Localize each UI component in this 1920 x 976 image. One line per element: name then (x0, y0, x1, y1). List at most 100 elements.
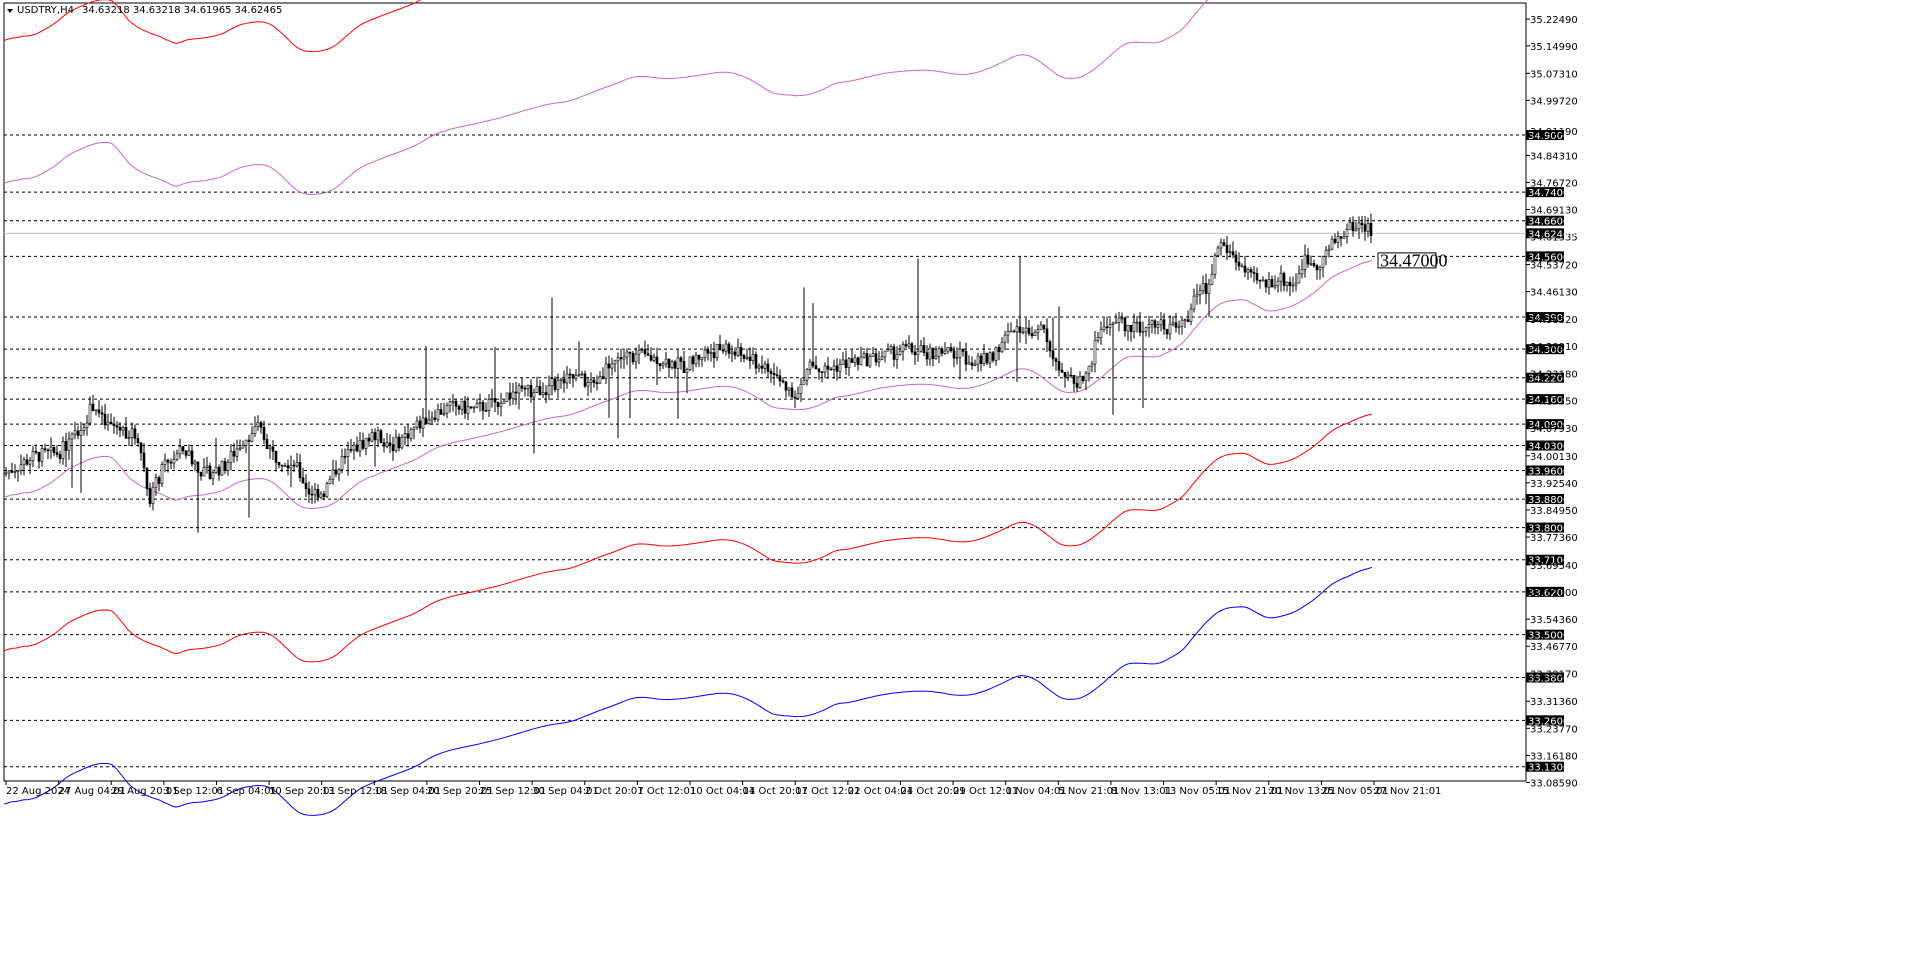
header: USDTRY,H4 34.63218 34.63218 34.61965 34.… (7, 5, 282, 16)
candle-body (307, 488, 311, 495)
candle-body (142, 452, 146, 469)
candle-body (1237, 261, 1241, 267)
candle-body (649, 355, 653, 361)
candle-body (430, 417, 434, 421)
candle-body (1063, 372, 1067, 378)
candle-body (1066, 374, 1070, 378)
candle-body (1069, 374, 1073, 377)
last-price-label-bg (1526, 228, 1564, 239)
candle-body (1312, 263, 1316, 266)
candle-body (322, 493, 326, 497)
candle-body (1315, 265, 1319, 271)
candle-body (796, 393, 800, 399)
candle-body (445, 405, 449, 414)
dropdown-icon[interactable] (7, 9, 13, 13)
candle-body (253, 425, 257, 435)
x-tick-label: 25 Nov 05:01 (1321, 786, 1388, 797)
candle-body (1192, 295, 1196, 310)
candle-body (1090, 363, 1094, 367)
candle-body (958, 348, 962, 358)
candle-body (712, 352, 716, 359)
candle-body (757, 365, 761, 369)
level-label-bg (1526, 394, 1564, 405)
band-line-red (3, 413, 1373, 663)
candle-body (1234, 254, 1238, 263)
candle-body (988, 352, 992, 364)
candle-body (670, 361, 674, 368)
candle-body (367, 437, 371, 442)
level-label: 33.13000 (1528, 763, 1576, 774)
candle-body (118, 426, 122, 431)
candle-body (871, 353, 875, 357)
candle-body (391, 444, 395, 452)
level-label-bg (1526, 554, 1564, 565)
candle-body (1135, 321, 1139, 324)
candle-body (91, 403, 95, 411)
candle-body (829, 368, 833, 371)
candle-body (1021, 331, 1025, 334)
candle-body (955, 356, 959, 359)
candle-body (742, 355, 746, 359)
candle-body (337, 469, 341, 475)
candle-body (913, 351, 917, 356)
candle-body (370, 432, 374, 442)
level-label: 34.39000 (1528, 313, 1576, 324)
y-tick-label: 35.07310 (1530, 69, 1578, 80)
level-label: 34.74000 (1528, 188, 1576, 199)
y-tick-label: 34.76720 (1530, 178, 1578, 189)
candle-body (1270, 279, 1274, 288)
y-tick-label: 33.08590 (1530, 778, 1578, 789)
candle-body (298, 462, 302, 479)
y-tick-label: 34.46130 (1530, 288, 1578, 299)
price-axis[interactable]: 35.22490 35.14990 35.07310 34.99720 34.91190… (1526, 15, 1578, 789)
level-label-bg (1526, 672, 1564, 683)
candle-body (1171, 322, 1175, 325)
candle-body (127, 437, 131, 439)
candle-body (160, 464, 164, 484)
candle-body (70, 433, 74, 440)
candle-body (139, 442, 143, 454)
candle-body (85, 422, 89, 428)
candle-body (736, 346, 740, 356)
candle-body (1168, 323, 1172, 335)
candle-body (598, 376, 602, 384)
band-label: 34.47000 (1380, 250, 1448, 270)
candle-body (937, 348, 941, 357)
horizontal-levels: 34.90000 34.74000 34.66000 34.56000 34.39000… (4, 130, 1576, 774)
level-label-bg (1526, 187, 1564, 198)
candle-body (196, 461, 200, 473)
candle-body (313, 488, 317, 496)
candle-body (238, 447, 242, 450)
candle-body (634, 353, 638, 363)
candle-body (49, 446, 53, 452)
candle-body (922, 344, 926, 353)
candle-body (1360, 222, 1364, 225)
y-tick-label: 34.07930 (1530, 424, 1578, 435)
level-label: 33.26000 (1528, 716, 1576, 727)
candle-body (136, 438, 140, 443)
candle-body (1252, 271, 1256, 274)
candle-body (115, 425, 119, 428)
candle-body (1054, 358, 1058, 362)
candle-body (1267, 279, 1271, 288)
candle-body (631, 352, 635, 363)
candle-body (487, 398, 491, 412)
candle-body (967, 362, 971, 365)
candle-body (685, 369, 689, 373)
candle-body (1246, 269, 1250, 273)
level-label-bg (1526, 522, 1564, 533)
candle-body (1339, 236, 1343, 239)
candle-body (1003, 334, 1007, 343)
candle-body (772, 373, 776, 376)
candle-body (1144, 327, 1148, 332)
candle-body (451, 400, 455, 403)
candle-body (166, 459, 170, 463)
candle-body (100, 412, 104, 415)
candle-body (352, 444, 356, 451)
candle-body (412, 426, 416, 430)
candle-body (283, 465, 287, 467)
candle-body (1123, 317, 1127, 332)
candle-body (4, 472, 8, 475)
